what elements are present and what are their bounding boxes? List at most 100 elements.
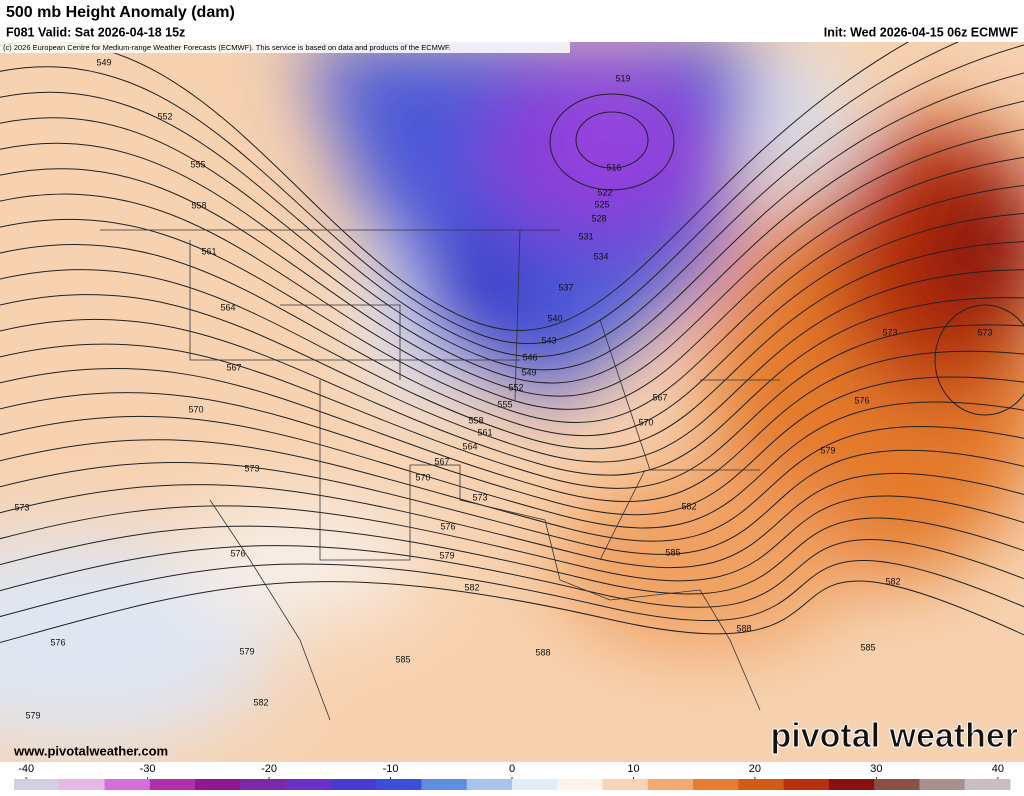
contour-label: 582 — [681, 501, 696, 511]
credit: (c) 2026 European Centre for Medium-rang… — [3, 43, 451, 52]
contour-label: 573 — [244, 463, 259, 473]
contour — [0, 324, 1024, 489]
colorbar-cell — [240, 779, 287, 790]
contour-label: 564 — [462, 441, 477, 451]
contour-label: 579 — [239, 646, 254, 656]
colorbar-cell — [466, 779, 513, 790]
contour-label: 567 — [434, 456, 449, 466]
contour — [934, 304, 1024, 416]
colorbar-cell — [376, 779, 422, 790]
contour — [0, 495, 1024, 582]
contour — [0, 350, 1024, 502]
credit-backing — [0, 42, 570, 53]
init-time: Init: Wed 2026-04-15 06z ECMWF — [824, 25, 1019, 39]
colorbar-tick-label: 0 — [509, 763, 515, 775]
colorbar-cell — [557, 779, 604, 790]
contour — [0, 539, 1024, 608]
contour — [0, 72, 1024, 371]
contour-label: 543 — [541, 335, 556, 345]
colorbar-tick-label: 30 — [870, 763, 882, 775]
colorbar-cell — [783, 779, 830, 790]
contour-lines — [0, 42, 1024, 644]
contour — [0, 157, 1024, 410]
colorbar-cell — [874, 779, 920, 790]
contour-label: 585 — [395, 654, 410, 664]
colorbar-tick-label: -10 — [383, 763, 399, 775]
contour-label: 552 — [508, 382, 523, 392]
contour-label: 522 — [597, 187, 612, 197]
colorbar-tick-label: -30 — [140, 763, 156, 775]
contour — [0, 213, 1024, 436]
contour-label: 573 — [977, 327, 992, 337]
colorbar: -40 -30 -20 -10 0 10 20 30 40 — [14, 763, 1011, 790]
colorbar-cell — [693, 779, 739, 790]
contour — [0, 426, 1024, 542]
contour-label: 573 — [14, 502, 29, 512]
contour — [0, 44, 1024, 358]
contour-label: 573 — [472, 492, 487, 502]
contour-label: 582 — [464, 582, 479, 592]
colorbar-cell — [964, 779, 1011, 790]
valid-time: F081 Valid: Sat 2026-04-18 15z — [6, 25, 185, 39]
contour-label: 516 — [606, 162, 621, 172]
contour — [0, 376, 1024, 516]
contour-label: 585 — [860, 642, 875, 652]
contour-label: 537 — [558, 282, 573, 292]
colorbar-cell — [738, 779, 785, 790]
colorbar-cell — [104, 779, 151, 790]
contour-label: 576 — [440, 521, 455, 531]
contour-label: 585 — [665, 547, 680, 557]
colorbar-tick-label: 20 — [749, 763, 761, 775]
colorbar-cell — [512, 779, 558, 790]
colorbar-cell — [195, 779, 241, 790]
colorbar-cell — [647, 779, 694, 790]
contour-label: 570 — [638, 417, 653, 427]
colorbar-cell — [919, 779, 966, 790]
contour — [0, 241, 1024, 450]
contour-label: 546 — [522, 352, 537, 362]
contour-label: 573 — [882, 327, 897, 337]
contour-label: 555 — [190, 159, 205, 169]
contour — [0, 580, 1024, 644]
contour-label: 588 — [736, 623, 751, 633]
borders — [100, 229, 780, 721]
contour-label: 528 — [591, 213, 606, 223]
colorbar-cell — [59, 779, 106, 790]
contour — [0, 42, 960, 345]
colorbar-cell — [828, 779, 875, 790]
colorbar-cell — [285, 779, 332, 790]
colorbar-cell — [149, 779, 196, 790]
contour-label: 567 — [652, 392, 667, 402]
contour-label: 561 — [477, 427, 492, 437]
title: 500 mb Height Anomaly (dam) — [6, 4, 235, 21]
contour-label: 588 — [535, 647, 550, 657]
contour — [0, 269, 1024, 463]
colorbar-tick-label: -40 — [18, 763, 34, 775]
contour-label: 525 — [594, 199, 609, 209]
colorbar-cell — [602, 779, 649, 790]
contour-label: 579 — [25, 710, 40, 720]
contour — [0, 401, 1024, 529]
contour-label: 570 — [188, 404, 203, 414]
contour-label: 558 — [468, 415, 483, 425]
contour — [0, 42, 910, 331]
contour-label: 579 — [439, 550, 454, 560]
contour-label: 570 — [415, 472, 430, 482]
colorbar-cell — [421, 779, 468, 790]
contour — [0, 100, 1024, 384]
contour-label: 552 — [157, 111, 172, 121]
colorbar-cell — [330, 779, 377, 790]
contour-label: 549 — [521, 367, 536, 377]
contour-label: 531 — [578, 231, 593, 241]
contour — [0, 517, 1024, 595]
contour — [0, 472, 1024, 569]
contour-label: 555 — [497, 399, 512, 409]
contour — [0, 297, 1024, 476]
contour — [0, 449, 1024, 555]
contour-label: 576 — [854, 395, 869, 405]
contour — [575, 111, 649, 169]
brand: pivotal weather — [770, 717, 1018, 755]
colorbar-tick-label: 10 — [627, 763, 639, 775]
